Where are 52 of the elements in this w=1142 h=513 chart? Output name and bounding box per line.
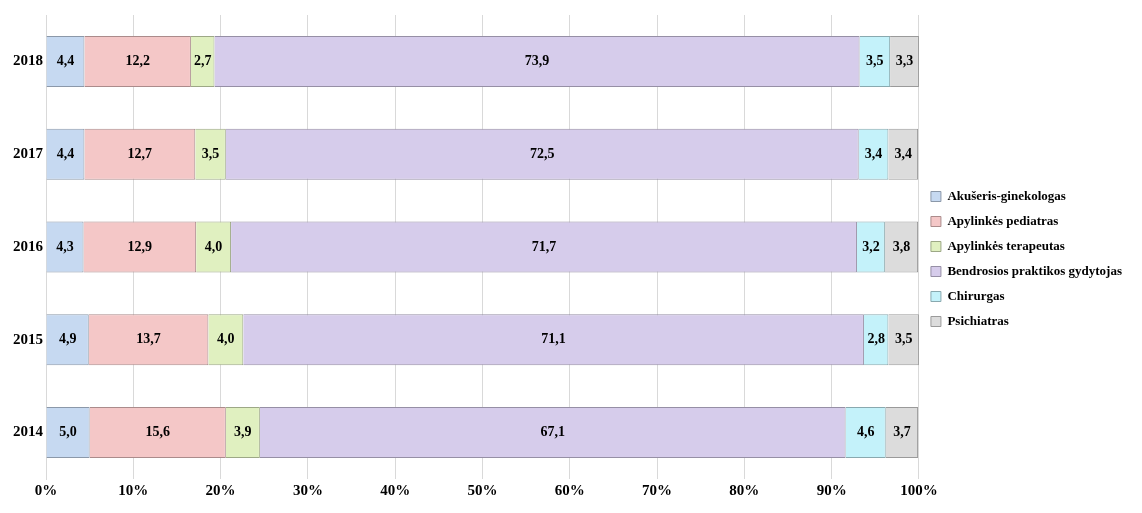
- legend-label: Apylinkės pediatras: [947, 212, 1059, 228]
- x-tick-label: 90%: [816, 481, 847, 498]
- x-tick-label: 50%: [467, 481, 498, 498]
- data-label: 3,8: [892, 238, 911, 254]
- data-label: 3,2: [862, 238, 880, 254]
- data-label: 2,8: [867, 331, 885, 347]
- x-tick-label: 40%: [380, 481, 411, 498]
- x-tick-label: 70%: [642, 481, 673, 498]
- data-label: 5,0: [59, 424, 77, 440]
- x-tick-label: 0%: [34, 481, 58, 498]
- data-label: 4,0: [204, 238, 223, 254]
- legend-label: Akušeris-ginekologas: [947, 187, 1066, 203]
- data-label: 73,9: [524, 53, 550, 69]
- data-label: 4,9: [58, 331, 77, 347]
- data-label: 3,5: [866, 53, 884, 69]
- y-tick-label: 2017: [13, 145, 44, 162]
- data-label: 72,5: [530, 145, 555, 161]
- data-label: 4,3: [56, 238, 74, 254]
- legend-label: Psichiatras: [947, 312, 1009, 328]
- data-label: 12,2: [125, 53, 150, 69]
- data-label: 12,7: [127, 145, 153, 161]
- data-label: 4,0: [217, 331, 235, 347]
- y-tick-label: 2015: [13, 330, 43, 347]
- y-tick-label: 2016: [13, 237, 44, 254]
- x-tick-label: 80%: [729, 481, 760, 498]
- legend-label: Bendrosios praktikos gydytojas: [947, 262, 1122, 278]
- x-tick-label: 10%: [118, 481, 149, 498]
- legend-label: Apylinkės terapeutas: [947, 237, 1065, 253]
- data-label: 3,5: [201, 145, 220, 161]
- y-tick-label: 2018: [13, 52, 43, 69]
- data-label: 4,6: [856, 424, 875, 440]
- data-label: 3,5: [894, 331, 913, 347]
- data-label: 13,7: [136, 331, 161, 347]
- x-tick-label: 60%: [554, 481, 585, 498]
- y-tick-label: 2014: [13, 423, 44, 440]
- x-tick-label: 20%: [205, 481, 236, 498]
- data-label: 71,7: [531, 238, 557, 254]
- data-label: 3,4: [894, 145, 912, 161]
- data-label: 3,7: [893, 424, 911, 440]
- data-label: 3,3: [895, 53, 914, 69]
- data-label: 4,4: [56, 145, 75, 161]
- data-label: 15,6: [145, 424, 170, 440]
- x-tick-label: 100%: [900, 481, 938, 498]
- data-label: 2,7: [193, 53, 212, 69]
- data-label: 3,4: [864, 145, 883, 161]
- data-label: 3,9: [234, 424, 252, 440]
- x-tick-label: 30%: [292, 481, 323, 498]
- data-label: 67,1: [540, 424, 565, 440]
- data-label: 4,4: [56, 53, 75, 69]
- data-label: 71,1: [541, 331, 566, 347]
- data-label: 12,9: [127, 238, 153, 254]
- legend-label: Chirurgas: [947, 287, 1005, 303]
